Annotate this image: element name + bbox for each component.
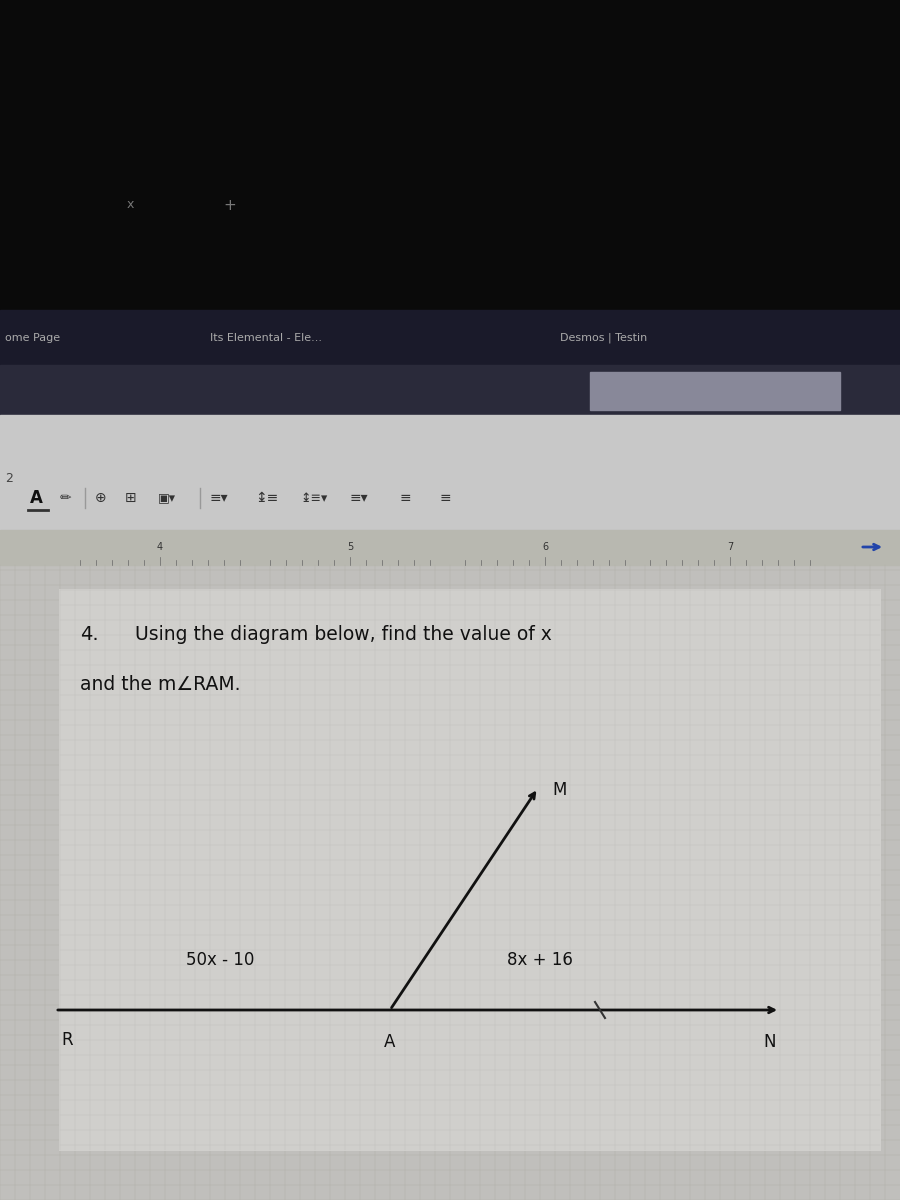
Text: ≡▾: ≡▾ — [210, 491, 229, 505]
Text: ≡: ≡ — [440, 491, 452, 505]
Bar — [0, 530, 900, 565]
Text: +: + — [223, 198, 237, 212]
Text: 5: 5 — [346, 542, 353, 552]
Text: N: N — [764, 1033, 776, 1051]
Text: ⊞: ⊞ — [125, 491, 137, 505]
Text: ⊕: ⊕ — [95, 491, 106, 505]
Text: x: x — [126, 198, 134, 211]
Text: ≡: ≡ — [400, 491, 411, 505]
Text: Its Elemental - Ele...: Its Elemental - Ele... — [210, 332, 322, 343]
Text: ▣▾: ▣▾ — [158, 492, 176, 504]
Text: A: A — [30, 490, 43, 506]
Text: Using the diagram below, find the value of x: Using the diagram below, find the value … — [135, 625, 552, 644]
Bar — [60, 590, 880, 1150]
Text: and the m∠RAM.: and the m∠RAM. — [80, 676, 240, 695]
Bar — [0, 415, 900, 530]
Text: 50x - 10: 50x - 10 — [185, 950, 254, 970]
Text: ome Page: ome Page — [5, 332, 60, 343]
Text: 2: 2 — [5, 472, 13, 485]
Text: 4: 4 — [157, 542, 163, 552]
Text: 6: 6 — [542, 542, 548, 552]
Bar — [0, 310, 900, 365]
Text: 4.: 4. — [80, 625, 99, 644]
Text: ↨≡: ↨≡ — [255, 491, 278, 505]
Bar — [590, 372, 840, 410]
Bar — [0, 565, 900, 1200]
Text: 8x + 16: 8x + 16 — [507, 950, 573, 970]
Text: ✏: ✏ — [60, 491, 72, 505]
Bar — [0, 0, 900, 310]
Text: ↨≡▾: ↨≡▾ — [300, 492, 328, 504]
Text: R: R — [61, 1031, 73, 1049]
Text: M: M — [552, 781, 566, 799]
Bar — [0, 365, 900, 415]
Text: 7: 7 — [727, 542, 734, 552]
Text: Desmos | Testin: Desmos | Testin — [560, 332, 647, 343]
Text: ≡▾: ≡▾ — [350, 491, 369, 505]
Text: A: A — [384, 1033, 396, 1051]
